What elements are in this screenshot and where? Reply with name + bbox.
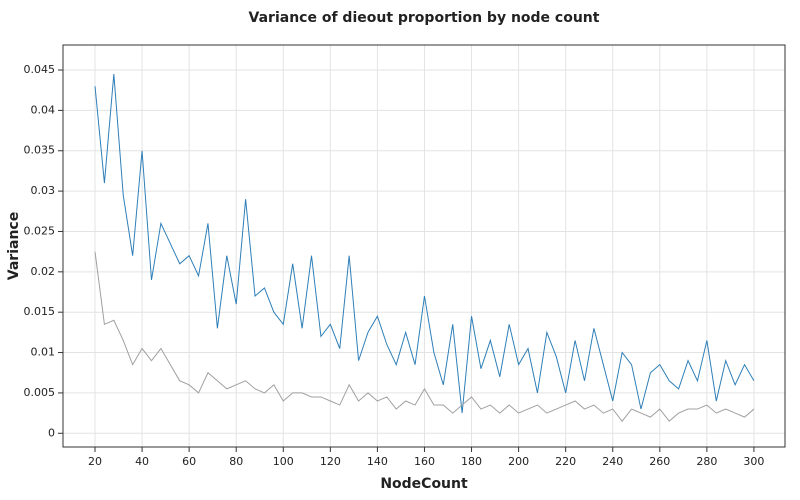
y-tick-label: 0 [48, 426, 55, 439]
y-tick-label: 0.015 [24, 305, 56, 318]
y-tick-label: 0.02 [31, 265, 56, 278]
x-tick-label: 40 [135, 455, 149, 468]
x-tick-label: 220 [555, 455, 576, 468]
x-tick-label: 180 [461, 455, 482, 468]
x-tick-label: 240 [602, 455, 623, 468]
x-axis-label: NodeCount [380, 476, 468, 492]
series-line [94, 74, 755, 414]
x-tick-label: 280 [696, 455, 717, 468]
x-tick-label: 160 [414, 455, 435, 468]
y-tick-label: 0.045 [24, 63, 56, 76]
y-tick-label: 0.01 [31, 346, 56, 359]
y-tick-label: 0.025 [24, 224, 56, 237]
x-tick-label: 120 [320, 455, 341, 468]
x-tick-label: 140 [367, 455, 388, 468]
x-tick-label: 100 [273, 455, 294, 468]
x-tick-label: 60 [182, 455, 196, 468]
x-tick-label: 260 [649, 455, 670, 468]
y-tick-label: 0.005 [24, 386, 56, 399]
x-tick-label: 20 [88, 455, 102, 468]
x-tick-label: 300 [743, 455, 764, 468]
plot-frame [62, 44, 786, 448]
x-tick-label: 200 [508, 455, 529, 468]
x-tick-label: 80 [229, 455, 243, 468]
y-tick-label: 0.035 [24, 144, 56, 157]
y-axis-label: Variance [6, 212, 22, 280]
series-line [94, 251, 755, 422]
chart-title: Variance of dieout proportion by node co… [249, 10, 600, 26]
y-tick-label: 0.04 [31, 103, 56, 116]
y-tick-label: 0.03 [31, 184, 56, 197]
